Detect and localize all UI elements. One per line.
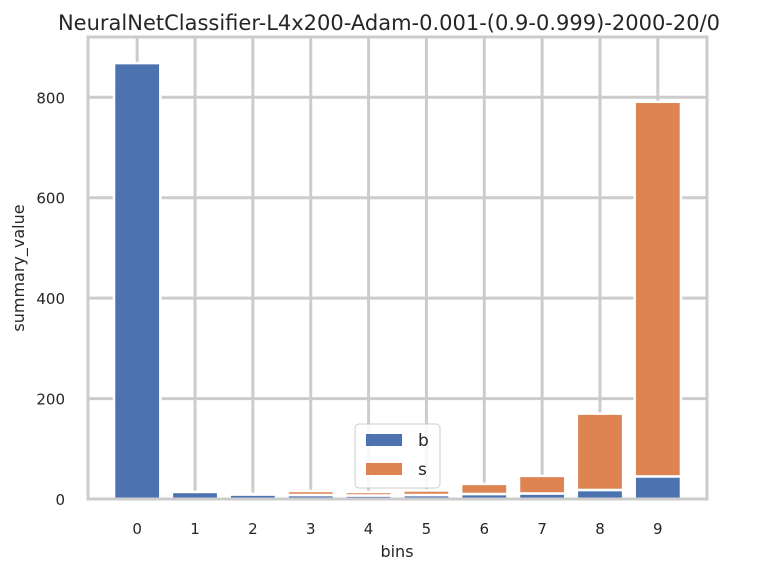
x-tick-label: 6 — [480, 520, 490, 538]
chart-title: NeuralNetClassifier-L4x200-Adam-0.001-(0… — [58, 11, 720, 35]
legend: bs — [354, 423, 441, 489]
y-tick-label: 200 — [36, 391, 65, 409]
x-tick-label: 1 — [190, 520, 200, 538]
plot-frame — [86, 35, 709, 501]
bar-b-0 — [112, 61, 162, 501]
x-tick-labels: 0 1 2 3 4 5 6 7 8 9 — [132, 520, 662, 538]
bar-s-9 — [633, 100, 683, 478]
y-tick-labels: 0 200 400 600 800 — [36, 89, 65, 509]
y-tick-label: 0 — [55, 491, 65, 509]
legend-label-b: b — [418, 431, 429, 451]
x-tick-label: 2 — [248, 520, 258, 538]
x-tick-label: 0 — [132, 520, 142, 538]
bars — [112, 61, 683, 501]
bar-s-5 — [402, 489, 451, 497]
bar-s-2 — [228, 492, 278, 496]
x-tick-label: 8 — [595, 520, 605, 538]
y-tick-label: 600 — [36, 190, 65, 208]
x-tick-label: 3 — [306, 520, 316, 538]
x-axis-label: bins — [380, 542, 413, 561]
legend-swatch-s — [366, 463, 402, 475]
bar-b-9 — [633, 475, 683, 501]
bar-s-3 — [286, 489, 336, 497]
bar-s-6 — [459, 482, 509, 496]
x-tick-label: 4 — [364, 520, 374, 538]
bar-s-4 — [344, 490, 393, 497]
x-tick-label: 5 — [422, 520, 432, 538]
x-tick-label: 7 — [537, 520, 547, 538]
legend-label-s: s — [418, 460, 427, 480]
bar-s-7 — [517, 474, 567, 495]
bar-s-8 — [575, 412, 625, 492]
y-tick-label: 400 — [36, 290, 65, 308]
y-axis-label: summary_value — [9, 204, 29, 331]
y-tick-label: 800 — [36, 89, 65, 107]
x-tick-label: 9 — [653, 520, 663, 538]
legend-swatch-b — [366, 434, 402, 446]
